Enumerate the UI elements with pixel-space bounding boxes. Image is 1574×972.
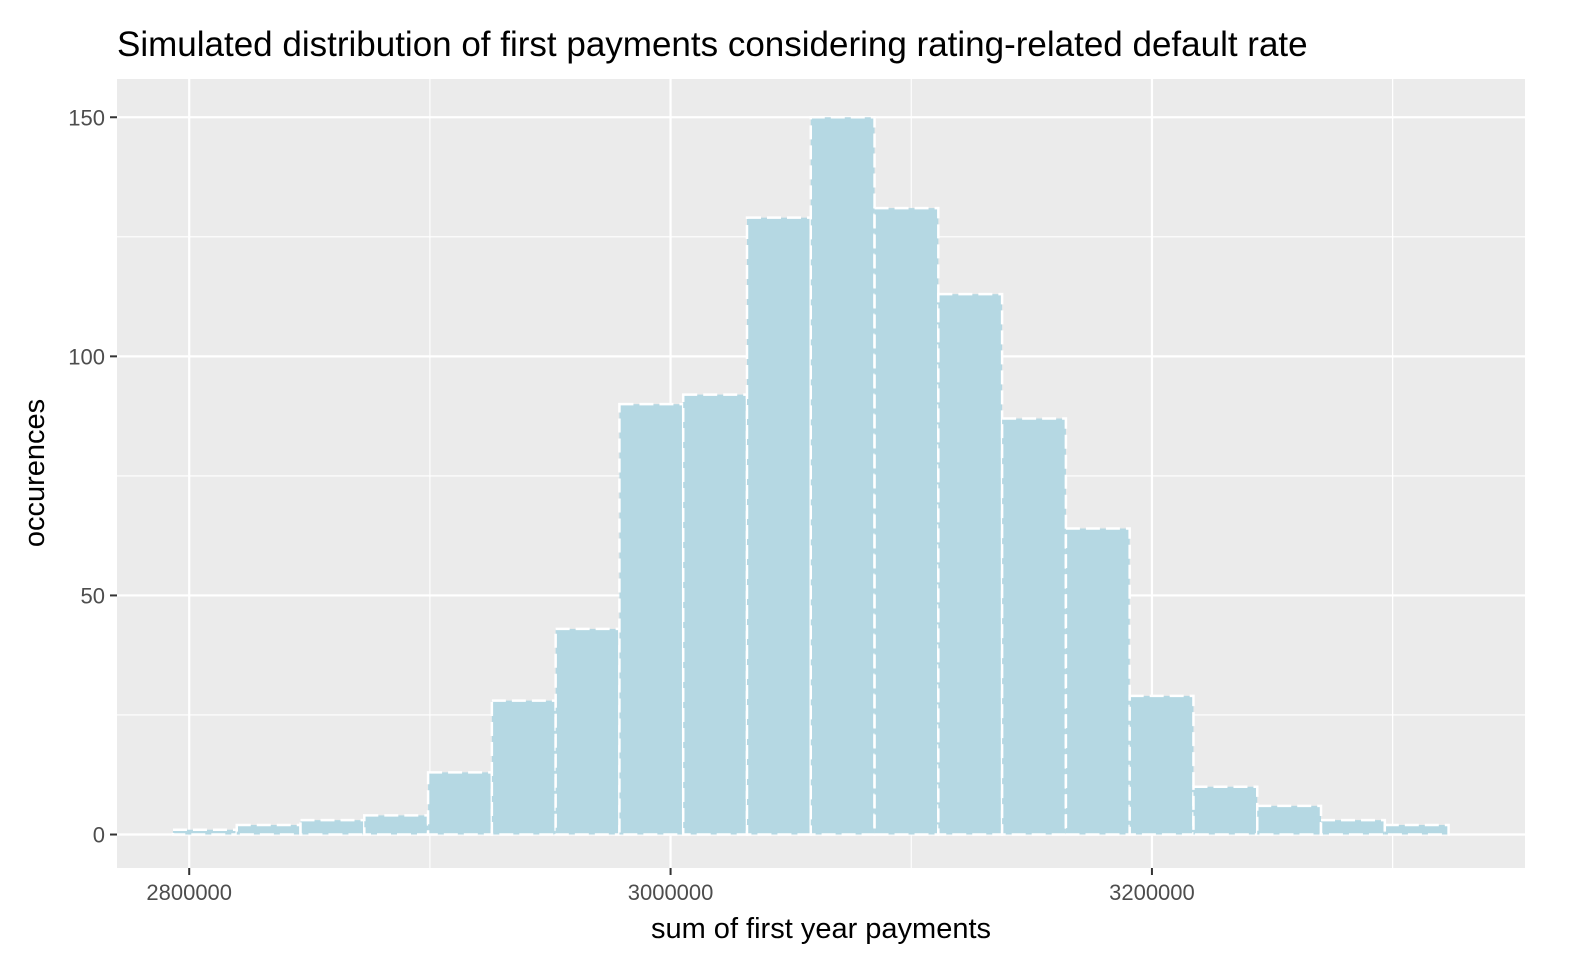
x-tick-label: 3200000 [1109, 880, 1195, 905]
x-tick-label: 3000000 [628, 880, 714, 905]
x-axis-label: sum of first year payments [651, 913, 991, 945]
histogram-bar [554, 627, 621, 836]
histogram-bar [1255, 804, 1323, 836]
y-tick-label: 100 [68, 344, 105, 369]
histogram-bar [1383, 823, 1450, 836]
histogram-bar [1000, 417, 1068, 836]
histogram-bar [745, 216, 813, 836]
histogram-bar [1319, 818, 1387, 836]
histogram-bar [873, 206, 940, 836]
y-tick-label: 50 [81, 583, 105, 608]
axis-ticks: 2800000 3000000 3200000 0 50 100 150 [68, 105, 1194, 905]
y-axis-label: occurences [19, 399, 51, 547]
histogram-bar [426, 771, 494, 836]
histogram-bars [171, 116, 1450, 836]
y-tick-label: 0 [93, 823, 105, 848]
histogram-bar [618, 402, 685, 836]
histogram-bar [235, 823, 302, 836]
x-tick-label: 2800000 [146, 880, 232, 905]
histogram-bar [1128, 694, 1195, 836]
histogram-bar [937, 292, 1004, 836]
histogram-bar [681, 393, 749, 836]
histogram-bar [363, 814, 430, 836]
histogram-bar [1192, 785, 1259, 836]
chart-title: Simulated distribution of first payments… [117, 25, 1308, 64]
histogram-bar [299, 818, 366, 836]
histogram-bar [171, 828, 238, 836]
histogram-bar [490, 699, 557, 836]
y-tick-label: 150 [68, 105, 105, 130]
histogram-bar [809, 116, 876, 836]
histogram-bar [1064, 527, 1131, 836]
